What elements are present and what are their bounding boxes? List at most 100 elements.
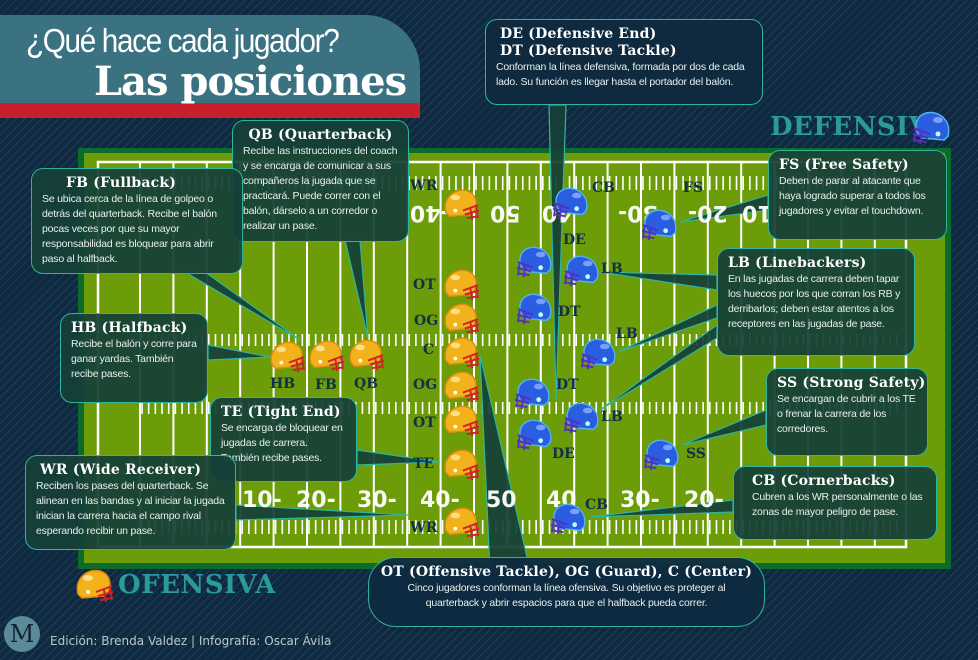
- defense-helmet-icon: [641, 208, 679, 242]
- callout-text: Recibe las instrucciones del coach y se …: [243, 145, 398, 232]
- publisher-logo: M: [4, 616, 40, 652]
- pointer-de-dt: [548, 104, 567, 401]
- callout-title: TE (Tight End): [221, 404, 341, 420]
- callout-text: Cinco jugadores conforman la línea ofens…: [407, 582, 726, 609]
- callout-hb: HB (Halfback) Recibe el balón y corre pa…: [60, 313, 208, 403]
- callout-title: CB (Cornerbacks): [752, 473, 896, 489]
- defense-helmet-icon: [550, 502, 588, 536]
- callout-title: LB (Linebackers): [728, 255, 867, 271]
- yard-number: 40-: [420, 488, 460, 513]
- yard-number: 10-: [242, 488, 282, 513]
- callout-title: FS (Free Safety): [779, 157, 909, 173]
- position-label-de: DE: [563, 232, 586, 248]
- offense-helmet-icon: [442, 302, 480, 336]
- callout-text: Recibe el balón y corre para ganar yarda…: [71, 338, 197, 380]
- callout-cb: CB (Cornerbacks) Cubren a los WR persona…: [733, 466, 937, 540]
- position-label-qb: QB: [354, 376, 379, 392]
- callout-title: OT (Offensive Tackle), OG (Guard), C (Ce…: [380, 564, 753, 580]
- callout-title: FB (Fullback): [66, 175, 177, 191]
- position-label-og: OG: [413, 377, 438, 393]
- defense-helmet-icon: [563, 254, 601, 288]
- position-label-hb: HB: [270, 376, 296, 392]
- callout-fs: FS (Free Safety) Deben de parar al ataca…: [768, 150, 947, 240]
- callout-title: SS (Strong Safety): [777, 375, 926, 391]
- position-label-wr: WR: [410, 520, 438, 536]
- defense-helmet-icon: [580, 337, 618, 371]
- defense-helmet-icon: [563, 401, 601, 435]
- callout-fb: FB (Fullback) Se ubica cerca de la línea…: [31, 168, 243, 274]
- callout-qb: QB (Quarterback) Recibe las instruccione…: [232, 120, 409, 242]
- title-banner: [0, 15, 420, 103]
- offense-helmet-icon: [442, 370, 480, 404]
- pointer-qb: [344, 239, 369, 339]
- callout-title: HB (Halfback): [71, 320, 188, 336]
- position-label-ss: SS: [686, 446, 706, 462]
- callout-text: En las jugadas de carrera deben tapar lo…: [728, 273, 901, 330]
- position-label-og: OG: [414, 313, 439, 329]
- defense-helmet-icon: [912, 110, 952, 146]
- defense-helmet-icon: [552, 186, 590, 220]
- position-label-cb: CB: [585, 497, 608, 513]
- page-title: Las posiciones: [94, 58, 407, 105]
- position-label-lb: LB: [601, 261, 623, 277]
- offense-helmet-icon: [442, 404, 480, 438]
- position-label-ot: OT: [413, 277, 436, 293]
- pointer-hb: [207, 344, 271, 361]
- title-underline: [0, 103, 420, 118]
- position-label-ot: OT: [413, 415, 436, 431]
- yard-number: 20-: [296, 488, 336, 513]
- credits: Edición: Brenda Valdez | Infografía: Osc…: [50, 634, 332, 648]
- position-label-te: TE: [413, 456, 435, 472]
- position-label-lb: LB: [601, 409, 623, 425]
- defense-helmet-icon: [516, 245, 554, 279]
- offense-helmet-icon: [442, 336, 480, 370]
- callout-title: WR (Wide Receiver): [40, 462, 202, 478]
- position-label-dt: DT: [558, 304, 581, 320]
- offense-helmet-icon: [74, 568, 114, 604]
- offense-helmet-icon: [268, 340, 306, 374]
- yard-number: 20-: [688, 200, 728, 225]
- position-label-dt: DT: [556, 377, 579, 393]
- pointer-ss: [681, 409, 767, 446]
- position-label-de: DE: [552, 446, 575, 462]
- position-label-c: C: [423, 342, 435, 358]
- callout-text: Cubren a los WR personalmente o las zona…: [752, 491, 923, 518]
- offense-helmet-icon: [442, 268, 480, 302]
- yard-number: 20-: [684, 488, 724, 513]
- defense-helmet-icon: [643, 438, 681, 472]
- position-label-wr: WR: [410, 178, 438, 194]
- header-question: ¿Qué hace cada jugador?: [26, 22, 340, 59]
- callout-de-dt: DE (Defensive End) DT (Defensive Tackle)…: [485, 19, 763, 105]
- position-label-lb: LB: [616, 326, 638, 342]
- callout-text: Reciben los pases del quarterback. Se al…: [36, 480, 225, 537]
- offense-helmet-icon: [442, 188, 480, 222]
- defense-helmet-icon: [516, 418, 554, 452]
- defense-helmet-icon: [516, 292, 554, 326]
- callout-pointers: [182, 104, 769, 571]
- yard-number: 50: [486, 488, 517, 513]
- offense-label: OFENSIVA: [118, 570, 276, 600]
- yard-number: 30-: [357, 488, 397, 513]
- callout-title: DT (Defensive Tackle): [500, 43, 677, 59]
- callout-text: Se encarga de bloquear en jugadas de car…: [221, 422, 343, 464]
- callout-text: Deben de parar al atacante que haya logr…: [779, 175, 926, 217]
- callout-ss: SS (Strong Safety) Se encargan de cubrir…: [766, 368, 928, 456]
- callout-text: Conforman la línea defensiva, formada po…: [496, 61, 745, 88]
- callout-title: DE (Defensive End): [500, 26, 657, 42]
- callout-lb: LB (Linebackers) En las jugadas de carre…: [717, 248, 915, 356]
- pointer-te: [356, 449, 441, 466]
- pointer-wr: [235, 504, 409, 521]
- yard-number: 30-: [620, 488, 660, 513]
- callout-offensive-line: OT (Offensive Tackle), OG (Guard), C (Ce…: [368, 557, 765, 627]
- offense-helmet-icon: [442, 506, 480, 540]
- position-label-fb: FB: [315, 377, 337, 393]
- callout-wr: WR (Wide Receiver) Reciben los pases del…: [25, 455, 236, 550]
- callout-text: Se ubica cerca de la línea de golpeo o d…: [42, 193, 217, 265]
- offense-helmet-icon: [442, 448, 480, 482]
- position-label-cb: CB: [592, 180, 615, 196]
- offense-helmet-icon: [307, 339, 345, 373]
- callout-title: QB (Quarterback): [248, 127, 393, 143]
- position-label-fs: FS: [683, 180, 704, 196]
- defense-helmet-icon: [514, 377, 552, 411]
- offense-helmet-icon: [347, 338, 385, 372]
